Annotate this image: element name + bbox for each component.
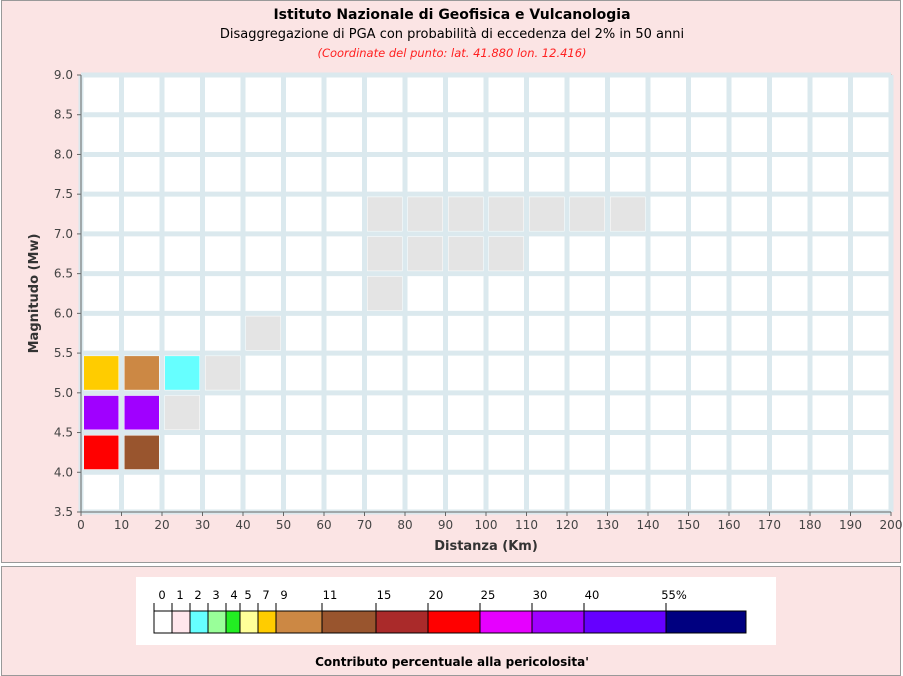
heatmap-cell <box>489 236 524 271</box>
heatmap-cell <box>124 435 159 470</box>
legend-tick-label: 11 <box>323 588 338 602</box>
y-tick-label: 8.5 <box>54 108 73 122</box>
heatmap-plot: 0 10 20 30 40 50 60 70 80 90 100 110 120 130 140 150 160… <box>27 68 902 554</box>
y-tick-label: 4.5 <box>54 426 73 440</box>
x-tick-label: 190 <box>839 518 862 532</box>
heatmap-cell <box>408 197 443 231</box>
y-tick-label: 6.0 <box>54 306 73 320</box>
chart-panel: Istituto Nazionale di Geofisica e Vulcan… <box>1 0 902 563</box>
heatmap-cell <box>570 197 605 231</box>
x-tick-label: 120 <box>556 518 579 532</box>
x-tick-label: 150 <box>677 518 700 532</box>
heatmap-cell <box>165 356 200 390</box>
heatmap-cell <box>367 197 402 231</box>
heatmap-cell <box>84 356 119 390</box>
y-tick-label: 9.0 <box>54 68 73 82</box>
y-axis-label: Magnitudo (Mw) <box>27 234 42 354</box>
y-tick-label: 4.0 <box>54 465 73 479</box>
legend-swatch <box>375 610 429 634</box>
x-tick-label: 160 <box>718 518 741 532</box>
legend-tick-label: 4 <box>230 588 237 602</box>
legend-caption: Contributo percentuale alla pericolosita… <box>315 655 589 669</box>
legend-swatch <box>225 610 241 634</box>
legend-tick-label: 20 <box>429 588 444 602</box>
x-tick-label: 140 <box>637 518 660 532</box>
legend-tick-label: 1 <box>176 588 183 602</box>
legend-tick-label: 9 <box>280 588 287 602</box>
legend-swatch <box>171 610 191 634</box>
grid-lines <box>78 72 894 515</box>
legend-tick-label: 15 <box>377 588 392 602</box>
legend-tick-label: 40 <box>585 588 600 602</box>
legend-swatch <box>275 610 323 634</box>
x-tick-label: 60 <box>316 518 331 532</box>
y-tick-label: 3.5 <box>54 505 73 519</box>
x-tick-label: 70 <box>357 518 372 532</box>
x-axis-label: Distanza (Km) <box>434 539 538 554</box>
heatmap-cell <box>367 276 402 311</box>
x-tick-label: 110 <box>515 518 538 532</box>
x-tick-label: 180 <box>799 518 822 532</box>
legend-swatch <box>207 610 227 634</box>
x-tick-label: 10 <box>114 518 129 532</box>
coordinates-note: (Coordinate del punto: lat. 41.880 lon. … <box>317 46 587 60</box>
legend-panel: 0 1 2 3 4 5 7 9 11 15 20 25 30 40 55% Contributo perce… <box>1 566 901 676</box>
legend-box: 0 1 2 3 4 5 7 9 11 15 20 25 30 40 55% <box>136 577 776 645</box>
y-tick-label: 7.0 <box>54 227 73 241</box>
legend-swatch <box>257 610 277 634</box>
chart-title: Istituto Nazionale di Geofisica e Vulcan… <box>273 7 631 23</box>
legend-tick-label: 3 <box>212 588 219 602</box>
heatmap-cell <box>124 356 159 390</box>
legend-swatch <box>239 610 259 634</box>
x-tick-label: 40 <box>235 518 250 532</box>
y-tick-label: 6.5 <box>54 267 73 281</box>
legend-swatch <box>583 610 667 634</box>
x-tick-label: 20 <box>154 518 169 532</box>
heatmap-cell <box>529 197 564 231</box>
x-tick-label: 0 <box>77 518 85 532</box>
heatmap-cell <box>408 236 443 271</box>
x-tick-label: 200 <box>880 518 902 532</box>
x-tick-label: 130 <box>596 518 619 532</box>
heatmap-cell <box>610 197 645 231</box>
heatmap-cell <box>124 395 159 430</box>
y-tick-label: 5.5 <box>54 346 73 360</box>
y-tick-label: 8.0 <box>54 147 73 161</box>
heatmap-cells <box>84 197 645 470</box>
x-tick-label: 80 <box>397 518 412 532</box>
y-tick-label: 5.0 <box>54 386 73 400</box>
legend-tick-label: 25 <box>481 588 496 602</box>
heatmap-cell <box>448 236 483 271</box>
legend-tick-label: 0 <box>158 588 165 602</box>
y-tick-label: 7.5 <box>54 187 73 201</box>
chart-subtitle: Disaggregazione di PGA con probabilità d… <box>219 27 685 42</box>
heatmap-cell <box>489 197 524 231</box>
legend-swatch <box>531 610 585 634</box>
x-tick-label: 170 <box>758 518 781 532</box>
x-tick-label: 100 <box>475 518 498 532</box>
legend-swatch <box>427 610 481 634</box>
heatmap-cell <box>448 197 483 231</box>
heatmap-cell <box>84 435 119 470</box>
x-tick-label: 90 <box>438 518 453 532</box>
heatmap-cell <box>246 316 281 351</box>
legend-swatch <box>189 610 209 634</box>
legend-swatch <box>479 610 533 634</box>
legend-tick-label: 7 <box>262 588 269 602</box>
legend-swatch <box>665 610 747 634</box>
legend-swatch <box>321 610 377 634</box>
legend-color-scale: 0 1 2 3 4 5 7 9 11 15 20 25 30 40 55% <box>153 588 747 634</box>
legend-tick-label: 5 <box>244 588 251 602</box>
legend-tick-label: 55% <box>661 588 687 602</box>
heatmap-cell <box>205 356 240 390</box>
legend-tick-label: 2 <box>194 588 201 602</box>
legend-tick-label: 30 <box>533 588 548 602</box>
heatmap-cell <box>367 236 402 271</box>
heatmap-cell <box>165 395 200 430</box>
legend-swatch <box>153 610 173 634</box>
x-tick-label: 50 <box>276 518 291 532</box>
heatmap-cell <box>84 395 119 430</box>
x-tick-label: 30 <box>195 518 210 532</box>
